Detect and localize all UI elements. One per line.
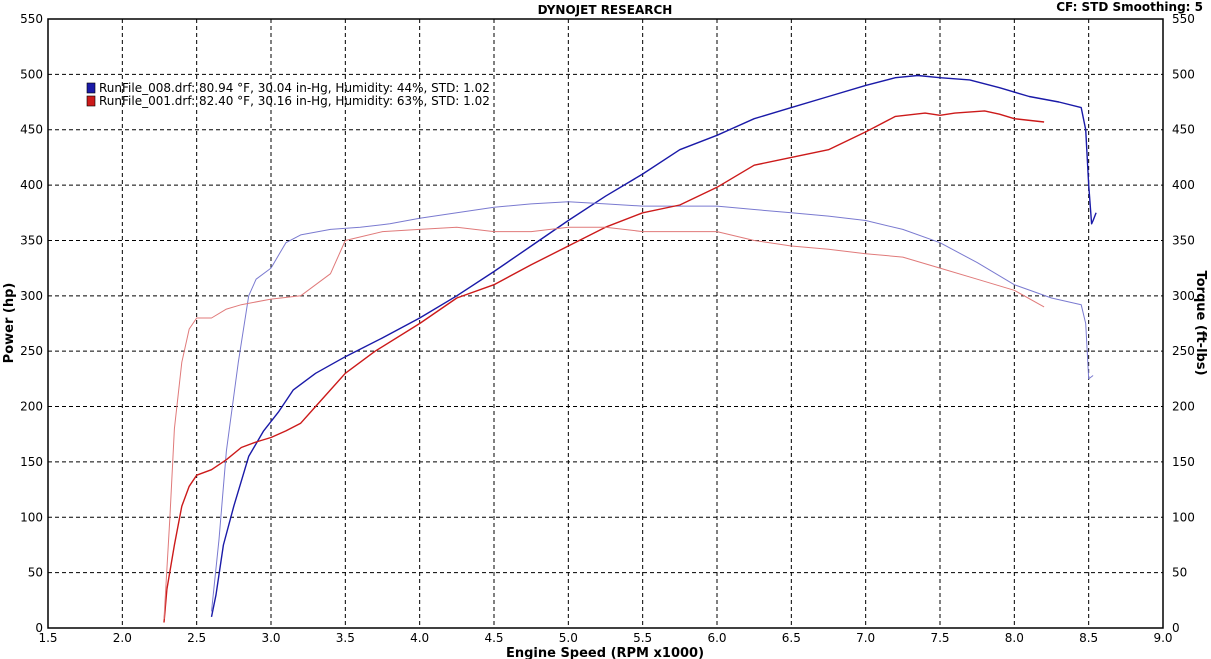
y-tick-label: 150 (20, 455, 43, 469)
x-tick-label: 2.0 (113, 631, 132, 645)
y-tick-label: 200 (20, 400, 43, 414)
y-tick-label: 0 (35, 621, 43, 635)
x-axis-label: Engine Speed (RPM x1000) (506, 646, 704, 659)
grid-layer (48, 19, 1163, 628)
y2-tick-label: 50 (1172, 566, 1187, 580)
legend-label-0: RunFile_008.drf: 80.94 °F, 30.04 in-Hg, … (99, 81, 490, 95)
y-tick-label: 400 (20, 178, 43, 192)
x-tick-label: 9.0 (1153, 631, 1172, 645)
y-tick-label: 300 (20, 289, 43, 303)
x-tick-label: 3.5 (336, 631, 355, 645)
x-tick-label: 8.5 (1079, 631, 1098, 645)
x-tick-label: 5.5 (633, 631, 652, 645)
x-tick-label: 3.0 (261, 631, 280, 645)
x-tick-label: 8.0 (1005, 631, 1024, 645)
y-tick-labels: 0 50 100 150 200 250 300 350 400 450 500 550 (20, 12, 43, 635)
chart-title: DYNOJET RESEARCH (538, 3, 673, 17)
x-tick-label: 7.0 (856, 631, 875, 645)
y-tick-label: 500 (20, 67, 43, 81)
legend: RunFile_008.drf: 80.94 °F, 30.04 in-Hg, … (86, 81, 490, 108)
x-tick-label: 7.5 (930, 631, 949, 645)
y-tick-label: 550 (20, 12, 43, 26)
y-tick-label: 450 (20, 123, 43, 137)
series-line-torque-1 (211, 201, 1094, 612)
y-tick-label: 100 (20, 510, 43, 524)
y2-tick-label: 300 (1172, 289, 1195, 303)
y2-tick-label: 400 (1172, 178, 1195, 192)
y2-tick-label: 550 (1172, 12, 1195, 26)
x-tick-label: 6.5 (782, 631, 801, 645)
legend-swatch-0 (86, 82, 96, 94)
legend-label-1: RunFile_001.drf: 82.40 °F, 30.16 in-Hg, … (99, 94, 490, 108)
y2-tick-label: 0 (1172, 621, 1180, 635)
y2-tick-label: 150 (1172, 455, 1195, 469)
y-tick-label: 250 (20, 344, 43, 358)
y2-tick-label: 200 (1172, 400, 1195, 414)
x-tick-label: 4.5 (484, 631, 503, 645)
series-line-power-0 (210, 74, 1097, 618)
y2-tick-labels: 0 50 100 150 200 250 300 350 400 450 500 550 (1172, 12, 1195, 635)
series-line-power-2 (163, 110, 1045, 623)
series-line-torque-3 (163, 226, 1045, 620)
x-tick-label: 2.5 (187, 631, 206, 645)
y2-tick-label: 100 (1172, 510, 1195, 524)
chart-header-right: CF: STD Smoothing: 5 (1056, 0, 1203, 14)
y2-tick-label: 500 (1172, 67, 1195, 81)
y-tick-label: 350 (20, 233, 43, 247)
y2-tick-label: 250 (1172, 344, 1195, 358)
x-tick-label: 4.0 (410, 631, 429, 645)
series-layer (163, 74, 1097, 623)
x-tick-label: 6.0 (707, 631, 726, 645)
y-tick-label: 50 (28, 566, 43, 580)
y2-tick-label: 450 (1172, 123, 1195, 137)
x-tick-labels: 1.5 2.0 2.5 3.0 3.5 4.0 4.5 5.0 5.5 6.0 6.5 7.0 7.5 8… (38, 631, 1172, 645)
y-axis-label: Power (hp) (2, 283, 17, 364)
y2-tick-label: 350 (1172, 233, 1195, 247)
x-tick-label: 1.5 (38, 631, 57, 645)
y2-axis-label: Torque (ft-lbs) (1193, 270, 1208, 375)
x-tick-label: 5.0 (559, 631, 578, 645)
legend-swatch-1 (86, 95, 96, 107)
plot-frame (47, 18, 1164, 629)
